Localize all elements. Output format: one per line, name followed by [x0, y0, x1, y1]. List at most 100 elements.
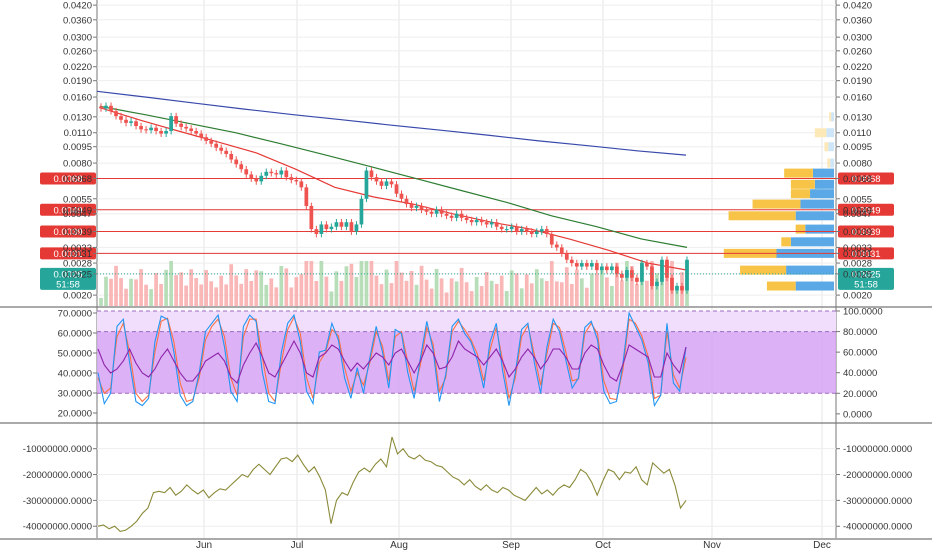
candle-body[interactable]	[364, 170, 369, 199]
candle-body[interactable]	[384, 181, 389, 186]
candle-body[interactable]	[504, 229, 509, 231]
candle-body[interactable]	[309, 205, 314, 230]
candle-body[interactable]	[294, 179, 299, 182]
candle-body[interactable]	[199, 133, 204, 138]
candle-body[interactable]	[494, 222, 499, 227]
candle-body[interactable]	[429, 211, 434, 214]
candle-body[interactable]	[620, 273, 624, 278]
candle-body[interactable]	[519, 229, 524, 232]
candle-body[interactable]	[129, 121, 133, 123]
candle-body[interactable]	[174, 116, 178, 124]
candle-body[interactable]	[164, 131, 168, 134]
candle-body[interactable]	[109, 105, 113, 112]
candle-body[interactable]	[334, 222, 339, 227]
candle-body[interactable]	[214, 143, 219, 148]
candle-body[interactable]	[344, 222, 349, 227]
candle-body[interactable]	[239, 164, 244, 170]
candle-body[interactable]	[114, 111, 118, 117]
candle-body[interactable]	[149, 127, 153, 131]
candle-body[interactable]	[569, 259, 574, 264]
candle-body[interactable]	[484, 222, 489, 225]
candle-body[interactable]	[279, 170, 284, 175]
candle-body[interactable]	[474, 220, 479, 223]
candle-body[interactable]	[379, 181, 384, 186]
candle-body[interactable]	[204, 137, 209, 141]
candle-body[interactable]	[404, 198, 409, 205]
candle-body[interactable]	[579, 263, 584, 267]
candle-body[interactable]	[625, 270, 629, 278]
candle-body[interactable]	[459, 213, 464, 218]
candle-body[interactable]	[574, 263, 579, 267]
candle-body[interactable]	[154, 127, 158, 132]
candle-body[interactable]	[529, 231, 534, 234]
candle-body[interactable]	[264, 171, 269, 176]
candle-body[interactable]	[219, 147, 224, 151]
candle-body[interactable]	[194, 131, 199, 134]
oscillator-panel[interactable]	[97, 310, 836, 408]
candle-body[interactable]	[439, 209, 444, 214]
candle-body[interactable]	[665, 259, 669, 278]
candle-body[interactable]	[354, 224, 359, 232]
candle-body[interactable]	[509, 226, 514, 230]
candle-body[interactable]	[369, 170, 374, 178]
candle-body[interactable]	[514, 226, 519, 232]
candle-body[interactable]	[119, 116, 123, 120]
candle-body[interactable]	[479, 220, 484, 223]
candle-body[interactable]	[259, 175, 264, 182]
candle-body[interactable]	[594, 263, 599, 271]
candle-body[interactable]	[269, 171, 274, 174]
candle-body[interactable]	[254, 178, 259, 182]
candle-body[interactable]	[524, 229, 529, 232]
candle-body[interactable]	[349, 222, 354, 232]
candle-body[interactable]	[444, 213, 449, 216]
candle-body[interactable]	[99, 106, 103, 109]
candle-body[interactable]	[599, 266, 604, 271]
candle-body[interactable]	[314, 229, 319, 234]
candle-body[interactable]	[399, 193, 404, 199]
candle-body[interactable]	[299, 181, 304, 188]
candle-body[interactable]	[539, 229, 544, 232]
candle-body[interactable]	[469, 220, 474, 223]
candle-body[interactable]	[454, 213, 459, 218]
candle-body[interactable]	[124, 119, 128, 123]
candle-body[interactable]	[144, 129, 148, 131]
candle-body[interactable]	[650, 266, 654, 287]
candle-body[interactable]	[374, 177, 379, 182]
candle-body[interactable]	[339, 222, 344, 227]
candle-body[interactable]	[159, 131, 163, 134]
candle-body[interactable]	[324, 224, 329, 230]
candle-body[interactable]	[464, 217, 469, 221]
candle-body[interactable]	[675, 286, 679, 291]
candle-body[interactable]	[184, 126, 189, 129]
candle-body[interactable]	[605, 266, 609, 271]
candle-body[interactable]	[544, 229, 549, 234]
candle-body[interactable]	[499, 226, 504, 230]
candle-body[interactable]	[434, 209, 439, 214]
candle-body[interactable]	[610, 266, 614, 271]
candle-body[interactable]	[409, 204, 414, 208]
candle-body[interactable]	[635, 277, 639, 282]
candle-body[interactable]	[449, 215, 454, 218]
candle-body[interactable]	[414, 205, 419, 208]
candle-body[interactable]	[244, 169, 249, 175]
candle-body[interactable]	[249, 174, 254, 179]
candle-body[interactable]	[655, 281, 659, 287]
candle-body[interactable]	[640, 263, 644, 282]
candle-body[interactable]	[359, 198, 364, 225]
candle-body[interactable]	[169, 116, 173, 132]
candle-body[interactable]	[559, 247, 564, 254]
candle-body[interactable]	[389, 181, 394, 185]
candle-body[interactable]	[224, 150, 229, 154]
candle-body[interactable]	[660, 259, 664, 282]
candle-body[interactable]	[304, 187, 309, 206]
candle-body[interactable]	[394, 184, 399, 194]
candle-body[interactable]	[134, 121, 138, 127]
candle-body[interactable]	[209, 140, 214, 144]
obv-panel[interactable]	[97, 436, 687, 533]
candle-body[interactable]	[289, 177, 294, 180]
candle-body[interactable]	[564, 253, 569, 260]
candle-body[interactable]	[424, 209, 429, 212]
candle-body[interactable]	[554, 244, 559, 248]
